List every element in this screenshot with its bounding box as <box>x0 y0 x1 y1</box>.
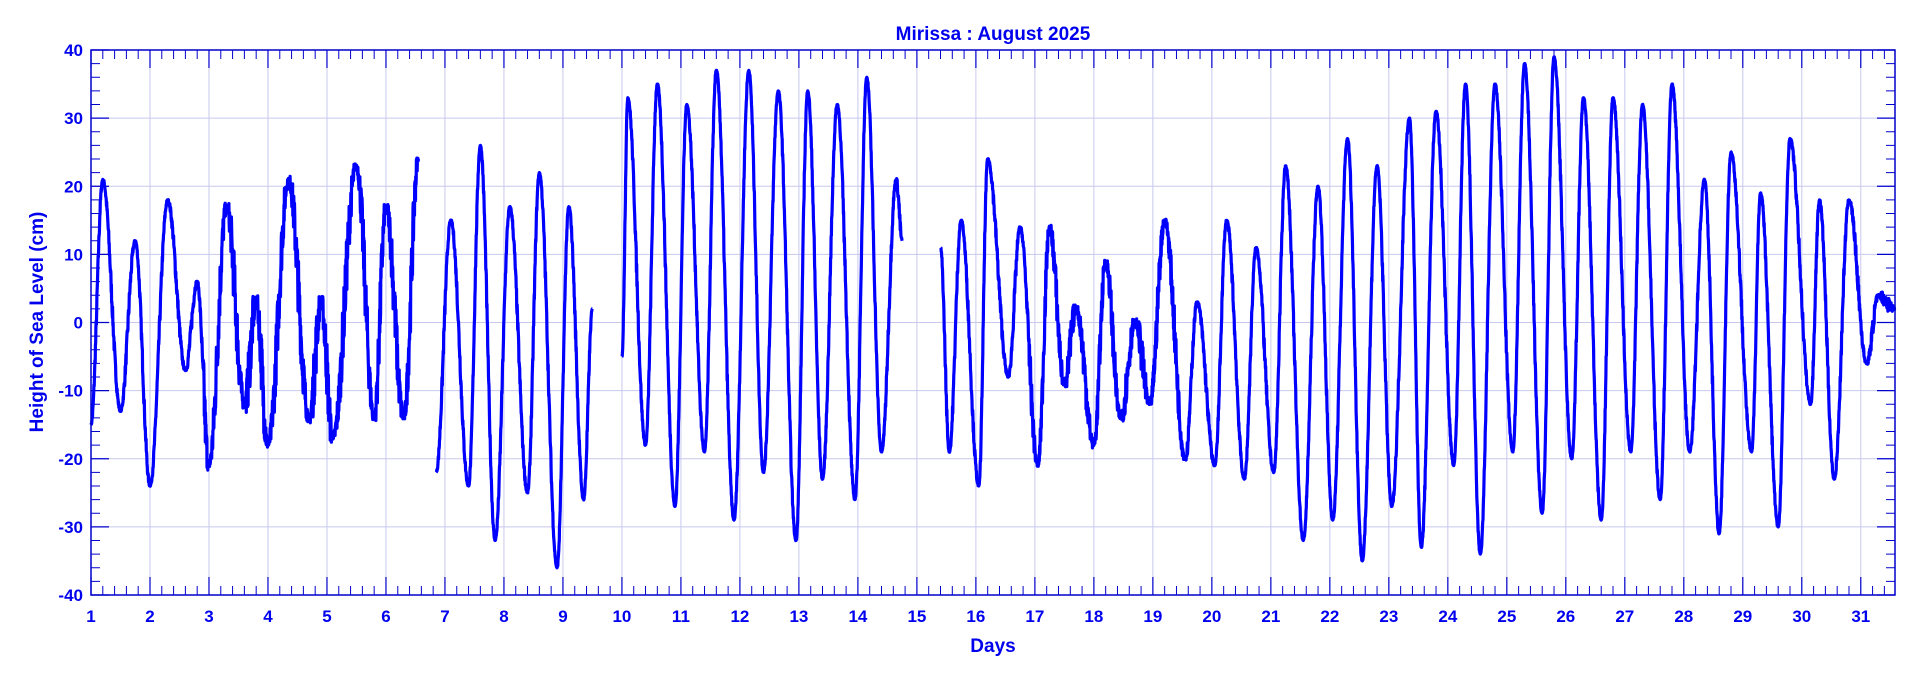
chart-title: Mirissa : August 2025 <box>896 24 1091 45</box>
y-tick-label: 40 <box>64 41 83 60</box>
x-tick-label: 4 <box>263 607 273 626</box>
x-tick-label: 24 <box>1438 607 1457 626</box>
tick-labels: 1 2 3 4 5 6 7 8 9 10 11 12 13 14 15 16 17 18 19 20 21 22 23 24 2… <box>58 41 1870 626</box>
x-tick-label: 30 <box>1792 607 1811 626</box>
x-tick-label: 28 <box>1674 607 1693 626</box>
x-tick-label: 2 <box>145 607 154 626</box>
x-tick-label: 15 <box>907 607 926 626</box>
x-tick-label: 13 <box>789 607 808 626</box>
x-tick-label: 10 <box>612 607 631 626</box>
x-tick-label: 9 <box>558 607 567 626</box>
x-tick-label: 21 <box>1261 607 1280 626</box>
x-tick-label: 6 <box>381 607 390 626</box>
y-tick-label: 10 <box>64 245 83 264</box>
x-tick-label: 22 <box>1320 607 1339 626</box>
series-line-segment <box>939 55 1897 563</box>
plot-frame <box>90 49 1896 596</box>
x-tick-label: 23 <box>1379 607 1398 626</box>
x-tick-label: 19 <box>1143 607 1162 626</box>
y-tick-label: 30 <box>64 109 83 128</box>
x-tick-label: 11 <box>672 607 690 626</box>
x-tick-label: 14 <box>848 607 867 626</box>
x-tick-label: 29 <box>1733 607 1752 626</box>
series-line-segment <box>434 143 594 570</box>
x-tick-label: 31 <box>1851 607 1870 626</box>
x-tick-label: 12 <box>730 607 749 626</box>
series-sea-level <box>89 55 1897 570</box>
x-tick-label: 26 <box>1556 607 1575 626</box>
x-axis-label: Days <box>970 636 1015 657</box>
y-tick-label: -10 <box>58 382 83 401</box>
x-tick-label: 3 <box>204 607 213 626</box>
y-axis-label: Height of Sea Level (cm) <box>27 212 48 433</box>
series-line-segment <box>89 156 420 488</box>
y-tick-label: -20 <box>58 450 83 469</box>
x-tick-label: 25 <box>1497 607 1516 626</box>
x-tick-label: 8 <box>499 607 508 626</box>
y-tick-label: 20 <box>64 177 83 196</box>
series-line-segment <box>620 68 904 543</box>
x-tick-label: 7 <box>440 607 449 626</box>
x-tick-label: 1 <box>86 607 95 626</box>
y-tick-label: -30 <box>58 518 83 537</box>
x-tick-label: 20 <box>1202 607 1221 626</box>
x-tick-label: 27 <box>1615 607 1634 626</box>
x-tick-label: 16 <box>966 607 985 626</box>
axis-ticks <box>90 49 1895 596</box>
x-tick-label: 5 <box>322 607 331 626</box>
x-tick-label: 18 <box>1084 607 1103 626</box>
y-tick-label: 0 <box>74 314 83 333</box>
x-tick-label: 17 <box>1025 607 1044 626</box>
y-tick-label: -40 <box>58 586 83 605</box>
